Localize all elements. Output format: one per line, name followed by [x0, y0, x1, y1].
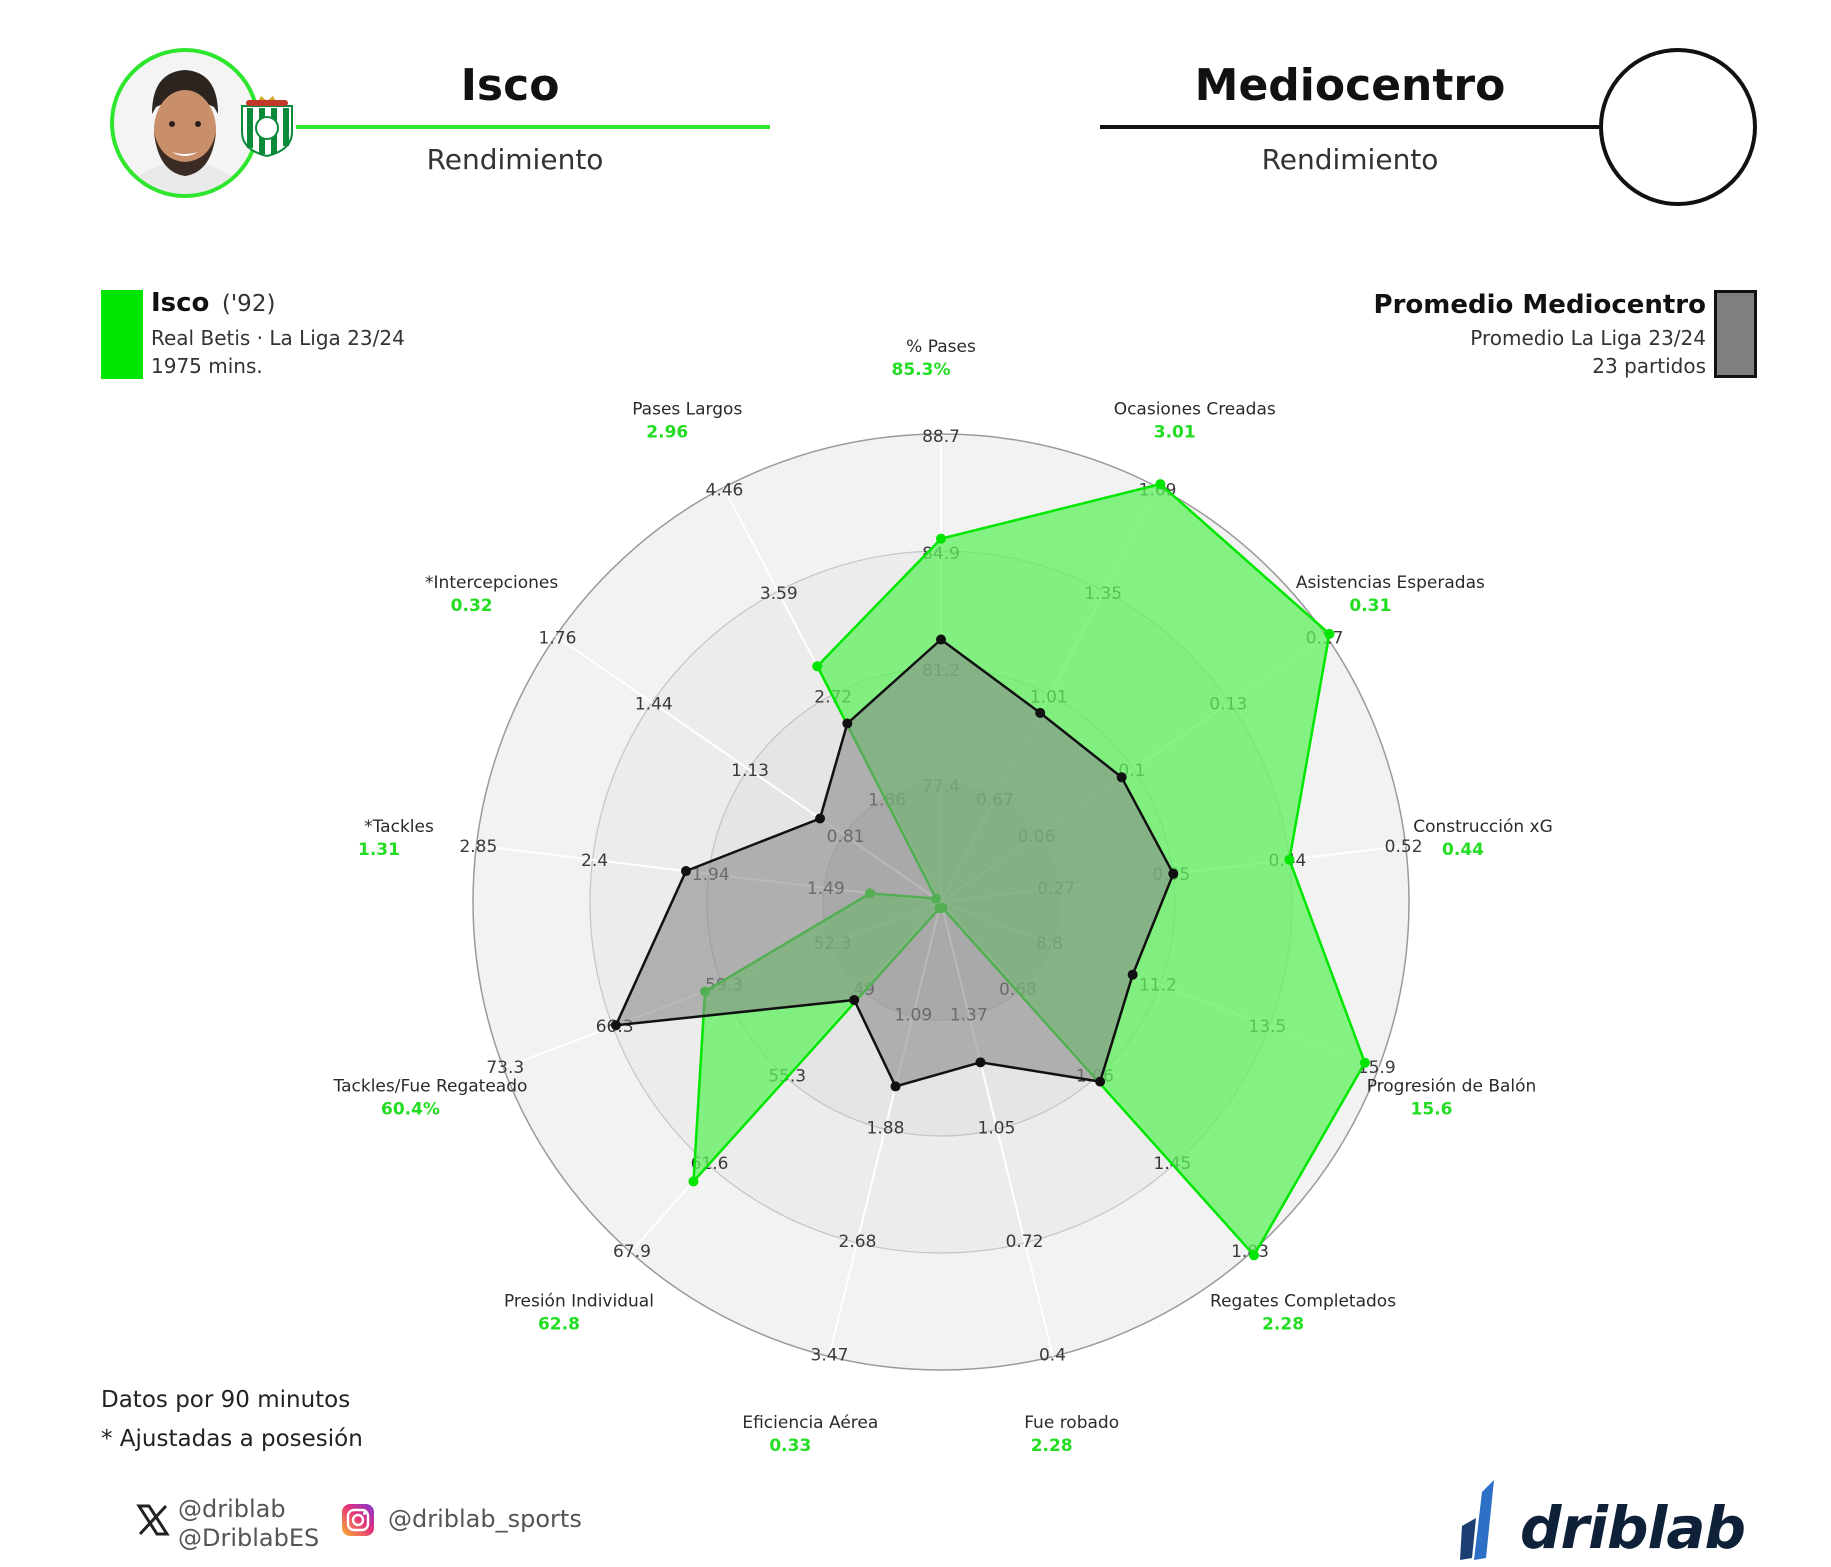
player-avatar [110, 48, 260, 198]
instagram-handle[interactable]: @driblab_sports [388, 1505, 582, 1533]
average-point-8 [849, 994, 860, 1005]
club-crest-icon [238, 92, 296, 158]
axis-player-value: 85.3% [892, 360, 951, 380]
average-legend-league: Promedio La Liga 23/24 [1470, 326, 1706, 350]
average-point-12 [842, 718, 853, 729]
axis-label: Tackles/Fue Regateado [333, 1077, 528, 1097]
axis-label: Asistencias Esperadas [1296, 573, 1485, 593]
player-point-3 [1284, 854, 1295, 865]
radar-series [610, 479, 1370, 1261]
player-point-1 [1155, 479, 1166, 490]
axis-label: Progresión de Balón [1367, 1077, 1537, 1097]
tick-label: 4.46 [706, 480, 744, 500]
axis-player-value: 60.4% [381, 1100, 440, 1120]
tick-label: 3.59 [760, 584, 798, 604]
axis-label: Ocasiones Creadas [1114, 400, 1276, 420]
radar-axis-labels: % Pases 85.3% Ocasiones Creadas 3.01 Asisten… [333, 337, 1553, 1456]
x-handle-1[interactable]: @driblab [178, 1495, 286, 1523]
tick-label: 88.7 [922, 427, 960, 447]
driblab-brand-name: driblab [1520, 1494, 1746, 1562]
average-legend-swatch [1714, 290, 1757, 378]
average-legend-matches: 23 partidos [1592, 354, 1706, 378]
tick-label: 2.68 [839, 1232, 877, 1252]
average-point-4 [1127, 969, 1138, 980]
average-point-6 [975, 1057, 986, 1068]
axis-player-value: 15.6 [1411, 1100, 1453, 1120]
axis-label: Pases Largos [632, 400, 742, 420]
player-photo-icon [126, 70, 244, 194]
position-header-line [1100, 125, 1600, 129]
x-handle-2[interactable]: @DriblabES [178, 1524, 320, 1552]
average-point-9 [610, 1020, 621, 1031]
player-point-5 [1248, 1250, 1259, 1261]
tick-label: 3.47 [811, 1345, 849, 1365]
footer-note-possession: * Ajustadas a posesión [101, 1426, 363, 1452]
axis-player-value: 0.31 [1349, 596, 1391, 616]
player-point-2 [1324, 628, 1335, 639]
tick-label: 0.4 [1039, 1345, 1066, 1365]
footer-note-per90: Datos por 90 minutos [101, 1387, 351, 1413]
tick-label: 0.52 [1385, 837, 1423, 857]
tick-label: 1.05 [978, 1118, 1016, 1138]
axis-player-value: 2.28 [1031, 1436, 1073, 1456]
position-avatar-circle [1599, 48, 1757, 206]
player-legend-team: Real Betis · La Liga 23/24 [151, 326, 405, 350]
axis-player-value: 0.32 [451, 596, 493, 616]
driblab-logo-icon [1452, 1478, 1510, 1562]
instagram-logo-icon [342, 1504, 374, 1536]
axis-player-value: 1.31 [358, 840, 400, 860]
player-legend-year: ('92) [221, 291, 276, 317]
player-header-line [296, 125, 770, 129]
tick-label: 1.13 [731, 761, 769, 781]
tick-label: 0.72 [1006, 1232, 1044, 1252]
average-legend-name: Promedio Mediocentro [1373, 290, 1706, 320]
x-logo-icon [136, 1503, 170, 1537]
axis-label: Regates Completados [1210, 1292, 1396, 1312]
axis-label: Eficiencia Aérea [742, 1413, 878, 1433]
player-legend-swatch [101, 290, 143, 379]
tick-label: 1.88 [867, 1118, 905, 1138]
axis-player-value: 2.96 [646, 423, 688, 443]
average-point-2 [1116, 772, 1127, 783]
player-point-12 [812, 661, 823, 672]
position-header-subtitle: Rendimiento [1261, 143, 1439, 176]
axis-player-value: 0.33 [769, 1436, 811, 1456]
axis-label: *Tackles [364, 817, 434, 837]
axis-player-value: 2.28 [1262, 1315, 1304, 1335]
average-point-5 [1095, 1076, 1106, 1087]
axis-player-value: 0.44 [1442, 840, 1484, 860]
tick-label: 1.76 [539, 628, 577, 648]
player-header-subtitle: Rendimiento [426, 143, 604, 176]
player-point-4 [1359, 1057, 1370, 1068]
axis-label: Presión Individual [504, 1292, 654, 1312]
player-header-name: Isco [460, 60, 560, 111]
average-point-0 [936, 634, 946, 645]
position-header-name: Mediocentro [1194, 60, 1506, 111]
average-point-1 [1035, 707, 1046, 718]
average-point-11 [815, 813, 826, 824]
tick-label: 67.9 [613, 1242, 651, 1262]
tick-label: 73.3 [486, 1058, 524, 1078]
average-point-10 [680, 866, 691, 877]
tick-label: 2.4 [581, 851, 608, 871]
average-point-7 [890, 1081, 901, 1092]
axis-player-value: 3.01 [1154, 423, 1196, 443]
player-legend-title: Isco ('92) [151, 288, 275, 318]
axis-label: Construcción xG [1413, 817, 1553, 837]
average-series-area [614, 638, 1175, 1088]
average-point-3 [1168, 868, 1179, 879]
player-legend-minutes: 1975 mins. [151, 354, 263, 378]
axis-label: % Pases [906, 337, 976, 357]
tick-label: 1.44 [635, 695, 673, 715]
axis-label: *Intercepciones [425, 573, 558, 593]
player-point-0 [936, 533, 946, 544]
player-legend-name: Isco [151, 288, 210, 318]
player-point-8 [688, 1176, 699, 1187]
axis-player-value: 62.8 [538, 1315, 580, 1335]
tick-label: 2.85 [459, 837, 497, 857]
axis-label: Fue robado [1024, 1413, 1119, 1433]
